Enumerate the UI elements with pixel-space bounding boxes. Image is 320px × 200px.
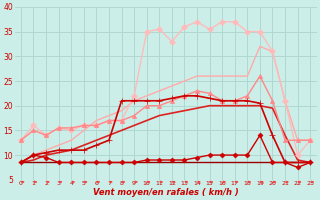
X-axis label: Vent moyen/en rafales ( km/h ): Vent moyen/en rafales ( km/h ) xyxy=(93,188,238,197)
